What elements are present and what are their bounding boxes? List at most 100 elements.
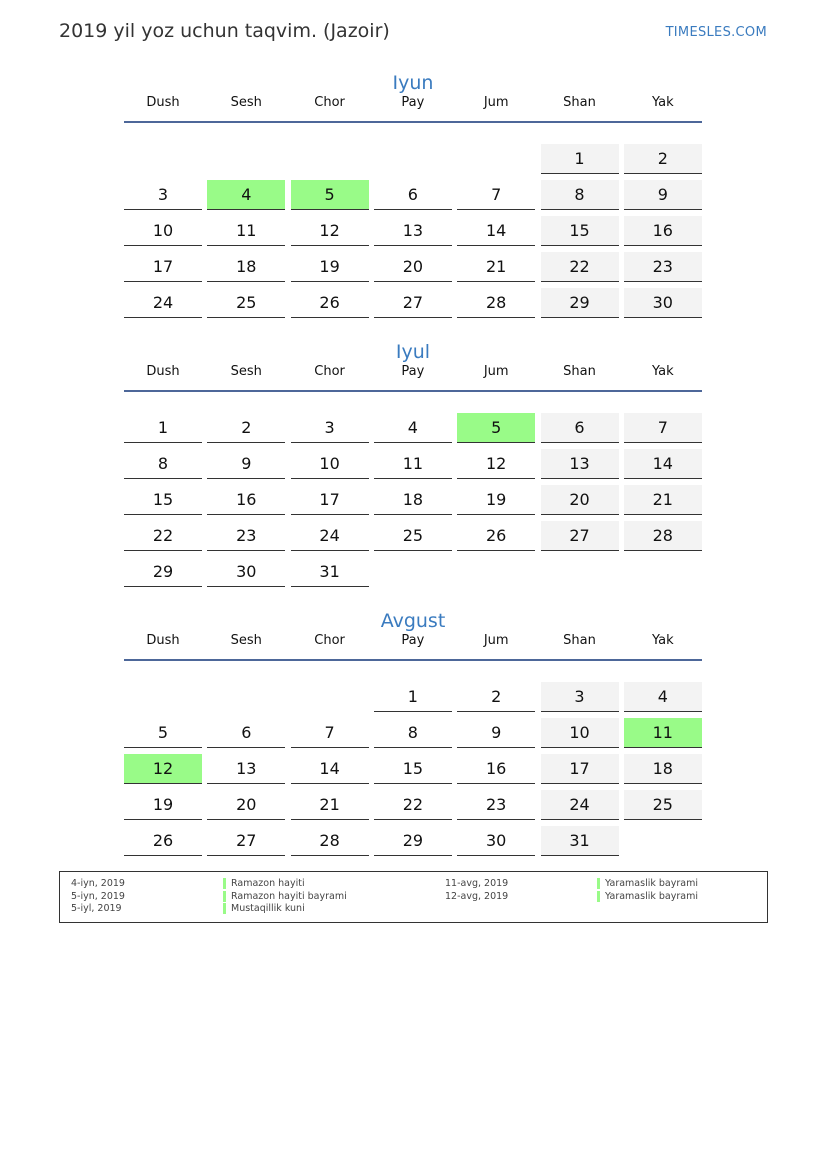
day-cell[interactable]: 7 (457, 180, 536, 210)
day-cell[interactable]: 24 (290, 521, 369, 551)
day-cell[interactable]: 11 (207, 216, 286, 246)
day-cell[interactable]: 27 (540, 521, 619, 551)
day-cell[interactable]: 14 (457, 216, 536, 246)
day-cell[interactable]: 16 (207, 485, 286, 515)
weekday-header: Chor (314, 95, 345, 110)
day-cell[interactable]: 23 (207, 521, 286, 551)
day-cell[interactable]: 1 (373, 682, 452, 712)
day-cell[interactable]: 14 (623, 449, 702, 479)
day-cell[interactable]: 19 (124, 790, 202, 820)
day-cell[interactable]: 8 (373, 718, 452, 748)
day-cell[interactable]: 22 (373, 790, 452, 820)
day-cell[interactable]: 12 (124, 754, 202, 784)
day-cell[interactable]: 16 (623, 216, 702, 246)
day-cell[interactable]: 29 (540, 288, 619, 318)
day-cell[interactable]: 23 (457, 790, 536, 820)
day-cell[interactable]: 5 (124, 718, 202, 748)
day-cell[interactable]: 7 (290, 718, 369, 748)
day-cell[interactable]: 8 (540, 180, 619, 210)
day-cell[interactable]: 27 (207, 826, 286, 856)
day-cell[interactable]: 9 (457, 718, 536, 748)
day-cell[interactable]: 5 (457, 413, 536, 443)
day-cell[interactable]: 26 (124, 826, 202, 856)
day-cell[interactable]: 21 (623, 485, 702, 515)
day-cell[interactable]: 22 (540, 252, 619, 282)
day-cell[interactable]: 14 (290, 754, 369, 784)
day-cell[interactable]: 8 (124, 449, 202, 479)
day-cell[interactable]: 7 (623, 413, 702, 443)
day-cell[interactable]: 18 (623, 754, 702, 784)
day-cell[interactable]: 1 (540, 144, 619, 174)
day-cell[interactable]: 15 (373, 754, 452, 784)
day-cell[interactable]: 2 (457, 682, 536, 712)
day-cell[interactable]: 9 (623, 180, 702, 210)
day-cell[interactable]: 25 (207, 288, 286, 318)
day-cell[interactable]: 1 (124, 413, 202, 443)
day-cell[interactable]: 20 (207, 790, 286, 820)
day-cell[interactable]: 28 (290, 826, 369, 856)
day-cell[interactable]: 31 (290, 557, 369, 587)
day-cell[interactable]: 17 (290, 485, 369, 515)
day-cell[interactable]: 3 (124, 180, 202, 210)
day-cell[interactable]: 20 (540, 485, 619, 515)
day-cell[interactable]: 13 (373, 216, 452, 246)
day-cell[interactable]: 18 (207, 252, 286, 282)
day-cell[interactable]: 20 (373, 252, 452, 282)
day-cell[interactable]: 26 (457, 521, 536, 551)
day-cell[interactable]: 31 (540, 826, 619, 856)
day-cell[interactable]: 16 (457, 754, 536, 784)
header-rule (124, 390, 702, 392)
holiday-color-marker (597, 890, 600, 902)
day-cell[interactable]: 24 (540, 790, 619, 820)
day-cell[interactable]: 25 (373, 521, 452, 551)
day-cell[interactable]: 18 (373, 485, 452, 515)
day-cell[interactable]: 17 (540, 754, 619, 784)
day-cell[interactable]: 30 (623, 288, 702, 318)
day-cell[interactable]: 29 (373, 826, 452, 856)
day-cell[interactable]: 21 (457, 252, 536, 282)
day-cell[interactable]: 12 (290, 216, 369, 246)
day-cell[interactable]: 24 (124, 288, 202, 318)
day-cell[interactable]: 17 (124, 252, 202, 282)
day-cell[interactable]: 4 (207, 180, 286, 210)
day-cell[interactable]: 3 (540, 682, 619, 712)
day-cell[interactable]: 25 (623, 790, 702, 820)
day-cell[interactable]: 19 (290, 252, 369, 282)
day-cell[interactable]: 26 (290, 288, 369, 318)
day-cell[interactable]: 30 (457, 826, 536, 856)
day-cell[interactable]: 10 (540, 718, 619, 748)
day-cell[interactable]: 30 (207, 557, 286, 587)
day-cell[interactable]: 3 (290, 413, 369, 443)
day-cell[interactable]: 6 (207, 718, 286, 748)
day-cell[interactable]: 29 (124, 557, 202, 587)
day-cell[interactable]: 13 (207, 754, 286, 784)
holiday-color-marker (223, 903, 226, 914)
day-cell[interactable]: 15 (124, 485, 202, 515)
legend-date: 12-avg, 2019 (445, 890, 509, 902)
day-cell[interactable]: 6 (373, 180, 452, 210)
day-cell[interactable]: 4 (623, 682, 702, 712)
day-cell[interactable]: 5 (290, 180, 369, 210)
day-cell[interactable]: 15 (540, 216, 619, 246)
day-cell[interactable]: 11 (373, 449, 452, 479)
day-cell[interactable]: 10 (124, 216, 202, 246)
day-cell[interactable]: 4 (373, 413, 452, 443)
day-cell[interactable]: 28 (623, 521, 702, 551)
day-cell[interactable]: 23 (623, 252, 702, 282)
day-cell[interactable]: 9 (207, 449, 286, 479)
day-cell[interactable]: 11 (623, 718, 702, 748)
day-cell[interactable]: 12 (457, 449, 536, 479)
holiday-color-marker (223, 890, 226, 902)
day-cell[interactable]: 6 (540, 413, 619, 443)
day-cell[interactable]: 27 (373, 288, 452, 318)
day-cell[interactable]: 21 (290, 790, 369, 820)
day-cell[interactable]: 2 (623, 144, 702, 174)
day-cell[interactable]: 22 (124, 521, 202, 551)
holiday-color-marker (597, 878, 600, 889)
day-cell[interactable]: 2 (207, 413, 286, 443)
day-cell[interactable]: 19 (457, 485, 536, 515)
day-cell[interactable]: 10 (290, 449, 369, 479)
site-link[interactable]: TIMESLES.COM (665, 25, 767, 40)
day-cell[interactable]: 28 (457, 288, 536, 318)
day-cell[interactable]: 13 (540, 449, 619, 479)
